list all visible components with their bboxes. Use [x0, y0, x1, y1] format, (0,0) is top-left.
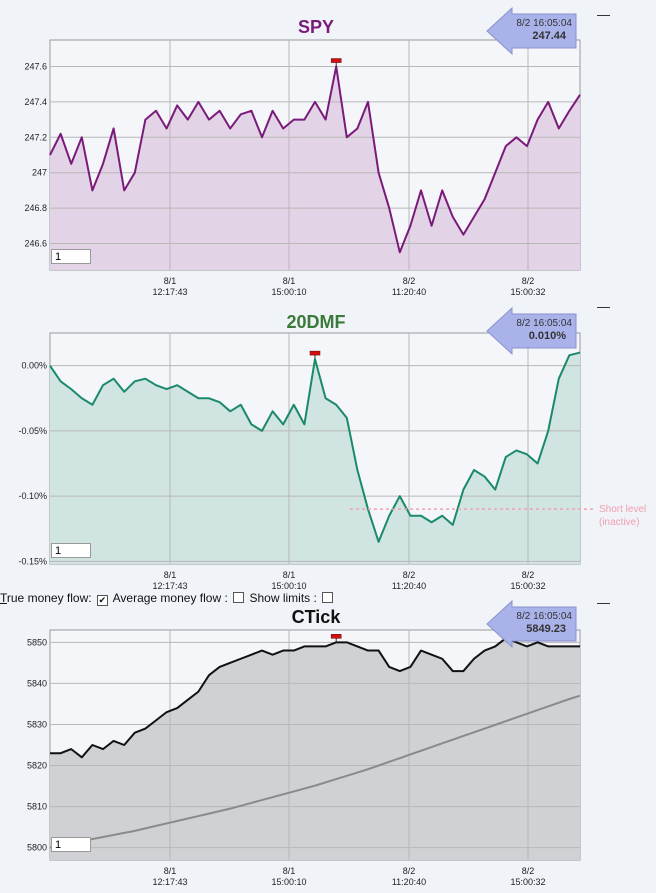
x-tick-date: 8/1 [164, 570, 177, 580]
y-tick-label: 246.8 [24, 203, 47, 213]
badge-timestamp: 8/2 16:05:04 [516, 318, 572, 329]
dmf-period-input[interactable]: 1 [51, 543, 91, 558]
x-tick-date: 8/2 [403, 276, 416, 286]
dmf-title: 20DMF [286, 312, 345, 332]
x-tick-date: 8/1 [283, 866, 296, 876]
ctick-period-input[interactable]: 1 [51, 837, 91, 852]
show-limits-label: Show limits : [249, 591, 317, 605]
y-tick-label: 246.6 [24, 238, 47, 248]
series-line [50, 637, 580, 759]
x-tick-time: 11:20:40 [392, 287, 426, 297]
average-money-flow-label: Average money flow : [112, 591, 228, 605]
y-tick-label: -0.05% [18, 426, 47, 436]
badge-timestamp: 8/2 16:05:04 [516, 18, 572, 29]
x-tick-time: 12:17:43 [152, 581, 187, 590]
x-tick-date: 8/1 [283, 570, 296, 580]
ctick-chart: 5850584058305820581058008/112:17:438/115… [27, 599, 581, 887]
x-tick-date: 8/2 [403, 866, 416, 876]
peak-marker [309, 350, 321, 356]
short-level-status: (inactive) [599, 517, 640, 528]
y-tick-label: 5850 [27, 637, 47, 647]
y-tick-label: 247.4 [24, 97, 47, 107]
badge-value: 0.010% [529, 330, 567, 342]
y-tick-label: 5820 [27, 761, 47, 771]
x-tick-date: 8/2 [522, 570, 535, 580]
badge-timestamp: 8/2 16:05:04 [516, 611, 572, 622]
y-tick-label: 5800 [27, 843, 47, 853]
spy-period-input[interactable]: 1 [51, 249, 91, 264]
options-bar: True money flow: ✔ Average money flow : … [0, 591, 335, 606]
x-tick-time: 15:00:32 [510, 581, 545, 590]
true-money-flow-label: True money flow: [0, 591, 92, 605]
x-tick-time: 12:17:43 [152, 877, 187, 887]
x-tick-date: 8/1 [164, 866, 177, 876]
x-tick-time: 15:00:32 [510, 287, 545, 297]
y-tick-label: 5840 [27, 678, 47, 688]
true-money-flow-checkbox[interactable]: ✔ [96, 595, 108, 606]
badge-value: 247.44 [532, 30, 567, 42]
series-area [50, 638, 580, 860]
x-tick-time: 12:17:43 [152, 287, 187, 297]
x-tick-date: 8/1 [164, 276, 177, 286]
x-tick-time: 15:00:32 [510, 877, 545, 887]
series-line [49, 65, 581, 254]
series-area [50, 66, 580, 271]
y-tick-label: 247 [32, 168, 47, 178]
minimize-dmf-icon[interactable] [597, 307, 610, 308]
y-tick-label: 0.00% [21, 361, 47, 371]
x-tick-date: 8/1 [283, 276, 296, 286]
short-level-label: Short level [599, 504, 646, 515]
average-money-flow-checkbox[interactable] [233, 592, 245, 603]
ctick-title: CTick [292, 607, 342, 627]
y-tick-label: 247.6 [24, 62, 47, 72]
x-tick-time: 15:00:10 [271, 287, 306, 297]
spy-chart: 247.6247.4247.2247246.8246.68/112:17:438… [24, 6, 581, 297]
x-tick-date: 8/2 [522, 276, 535, 286]
x-tick-time: 11:20:40 [392, 877, 426, 887]
badge-value: 5849.23 [526, 623, 566, 635]
y-tick-label: 247.2 [24, 132, 47, 142]
y-tick-label: -0.10% [18, 491, 47, 501]
spy-title: SPY [298, 17, 334, 37]
value-badge-arrow [486, 6, 577, 56]
x-tick-time: 15:00:10 [271, 581, 306, 590]
minimize-ctick-icon[interactable] [597, 603, 610, 604]
minimize-spy-icon[interactable] [597, 15, 610, 16]
x-tick-date: 8/2 [522, 866, 535, 876]
x-tick-time: 11:20:40 [392, 581, 426, 590]
moving-average-line [49, 694, 581, 849]
value-badge-arrow [486, 306, 577, 356]
y-tick-label: -0.15% [18, 556, 47, 566]
peak-marker [330, 634, 342, 639]
series-line [49, 351, 581, 543]
x-tick-date: 8/2 [403, 570, 416, 580]
peak-marker [330, 58, 342, 63]
y-tick-label: 5810 [27, 802, 47, 812]
x-tick-time: 15:00:10 [271, 877, 306, 887]
show-limits-checkbox[interactable] [322, 592, 334, 603]
series-area [50, 352, 580, 564]
value-badge-arrow [486, 599, 577, 649]
y-tick-label: 5830 [27, 719, 47, 729]
dmf-chart: 0.00%-0.05%-0.10%-0.15%8/112:17:438/115:… [18, 306, 646, 590]
